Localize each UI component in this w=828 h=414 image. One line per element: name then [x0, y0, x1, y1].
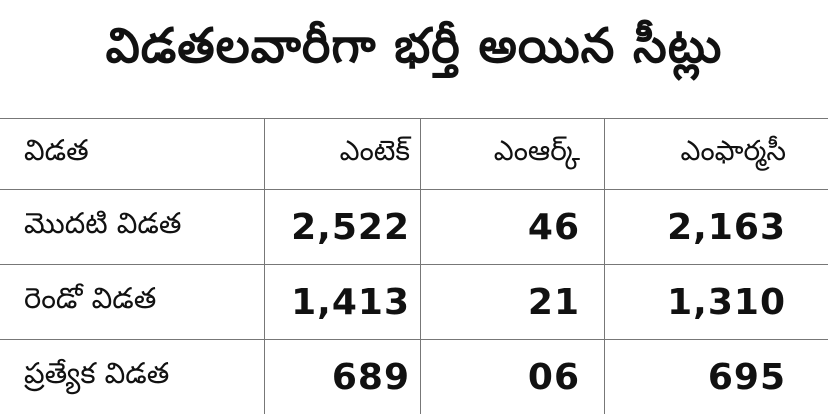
header-mpharmacy: ఎంఫార్మసీ: [604, 119, 828, 189]
march-value: 46: [420, 190, 604, 264]
mpharmacy-value: 1,310: [604, 265, 828, 339]
table-row: ప్రత్యేక విడత 689 06 695: [0, 339, 828, 414]
table-header-row: విడత ఎంటెక్ ఎంఆర్క్ ఎంఫార్మసీ: [0, 118, 828, 189]
table-row: మొదటి విడత 2,522 46 2,163: [0, 189, 828, 264]
march-value: 21: [420, 265, 604, 339]
mtech-value: 2,522: [264, 190, 420, 264]
header-phase: విడత: [24, 133, 89, 167]
phase-label: ప్రత్యేక విడత: [24, 356, 170, 390]
mpharmacy-value: 695: [604, 340, 828, 414]
phase-label: రెండో విడత: [24, 281, 157, 315]
document-title: విడతలవారీగా భర్తీ అయిన సీట్లు: [105, 18, 723, 74]
phase-label: మొదటి విడత: [24, 206, 182, 240]
mpharmacy-value: 2,163: [604, 190, 828, 264]
seats-table: విడత ఎంటెక్ ఎంఆర్క్ ఎంఫార్మసీ మొదటి విడత…: [0, 118, 828, 414]
march-value: 06: [420, 340, 604, 414]
table-row: రెండో విడత 1,413 21 1,310: [0, 264, 828, 339]
header-march: ఎంఆర్క్: [420, 119, 604, 189]
mtech-value: 1,413: [264, 265, 420, 339]
header-mtech: ఎంటెక్: [264, 119, 420, 189]
mtech-value: 689: [264, 340, 420, 414]
